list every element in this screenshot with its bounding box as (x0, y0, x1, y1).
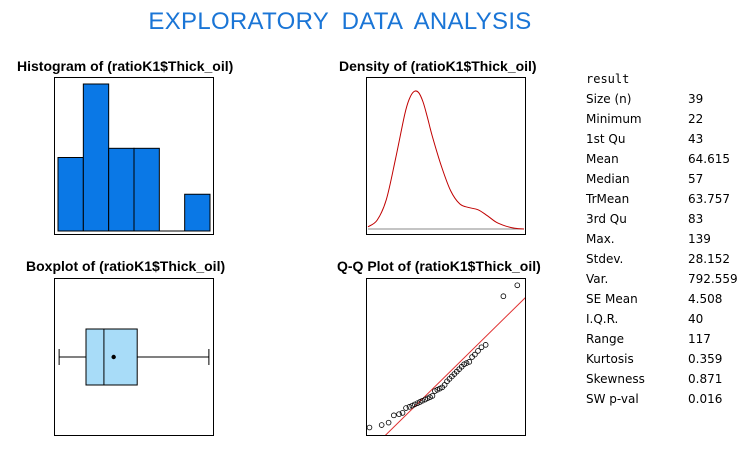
stat-label: Var. (586, 272, 609, 286)
qq-point (403, 405, 409, 411)
histogram-title: Histogram of (ratioK1$Thick_oil) (17, 58, 234, 74)
boxplot-title: Boxplot of (ratioK1$Thick_oil) (26, 258, 226, 274)
hist-bar (82, 83, 110, 232)
stat-label: Stdev. (586, 252, 624, 266)
stat-value: 139 (688, 232, 711, 246)
qq-point (411, 401, 418, 408)
stat-value: 0.359 (688, 352, 723, 366)
stat-value: 0.871 (688, 372, 723, 386)
hist-bar (184, 193, 211, 232)
stat-value: 63.757 (688, 192, 730, 206)
stat-value: 792.559 (688, 272, 738, 286)
stat-value: 22 (688, 112, 704, 126)
qq-point (378, 422, 385, 428)
stat-label: Size (n) (586, 92, 632, 106)
stat-value: 64.615 (688, 152, 730, 166)
qq-point (429, 393, 436, 399)
stat-value: 0.016 (688, 392, 723, 406)
qq-point (500, 293, 507, 300)
stat-label: I.Q.R. (586, 312, 619, 326)
plot-frame (54, 278, 214, 436)
boxplot-chart (54, 278, 214, 436)
qq-point (399, 410, 406, 416)
qq-point (463, 360, 470, 366)
qq-point (478, 344, 485, 351)
stat-label: TrMean (586, 192, 630, 206)
qq-point (396, 411, 402, 417)
density-title: Density of (ratioK1$Thick_oil) (339, 58, 537, 74)
plot-frame (366, 278, 526, 436)
stat-label: SE Mean (586, 292, 638, 306)
qq-point (419, 397, 426, 404)
stats-header: result (586, 72, 630, 86)
stat-value: 40 (688, 312, 704, 326)
qq-plot-chart (366, 278, 526, 436)
qq-point (482, 342, 489, 348)
stat-label: 3rd Qu (586, 212, 627, 226)
stat-label: Minimum (586, 112, 642, 126)
density-line (367, 90, 525, 230)
stat-label: Mean (586, 152, 619, 166)
qq-plot-title: Q-Q Plot of (ratioK1$Thick_oil) (337, 258, 541, 274)
stat-value: 4.508 (688, 292, 723, 306)
stat-value: 39 (688, 92, 704, 106)
stat-label: Kurtosis (586, 352, 634, 366)
qq-point (366, 424, 373, 431)
stat-label: Skewness (586, 372, 645, 386)
histogram-chart (54, 77, 214, 235)
qq-point (514, 282, 521, 289)
hist-bar (57, 157, 84, 232)
box-mean-point (111, 354, 116, 360)
stat-label: Range (586, 332, 625, 346)
stat-label: Median (586, 172, 630, 186)
qq-point (385, 419, 392, 426)
qq-point (391, 412, 397, 419)
density-chart (366, 77, 526, 235)
qq-point (472, 351, 478, 358)
stat-value: 28.152 (688, 252, 730, 266)
stat-value: 83 (688, 212, 704, 226)
hist-bar (108, 147, 135, 232)
stat-label: 1st Qu (586, 132, 626, 146)
stat-label: SW p-val (586, 392, 639, 406)
stat-value: 117 (688, 332, 711, 346)
qq-reference-line (383, 296, 526, 436)
qq-point (466, 359, 473, 365)
hist-bar (133, 147, 160, 232)
qq-point (406, 404, 413, 410)
plot-frame (54, 77, 214, 235)
qq-point (475, 348, 481, 354)
plot-frame (366, 77, 526, 235)
stat-value: 57 (688, 172, 704, 186)
stat-value: 43 (688, 132, 704, 146)
stat-label: Max. (586, 232, 615, 246)
page-title: EXPLORATORY DATA ANALYSIS (148, 8, 532, 35)
